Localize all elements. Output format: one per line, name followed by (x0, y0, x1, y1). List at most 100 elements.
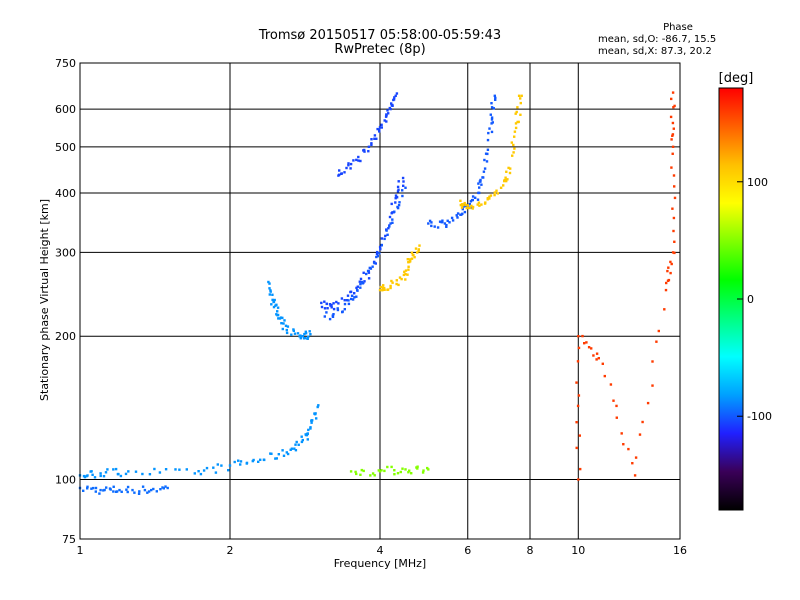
data-point (306, 438, 309, 441)
data-point (485, 160, 489, 163)
data-point (490, 116, 494, 119)
data-point (371, 265, 374, 268)
data-point (462, 205, 465, 208)
data-point (407, 261, 410, 264)
data-point (480, 183, 483, 186)
data-point (114, 467, 118, 471)
data-point (150, 488, 153, 492)
data-point (137, 492, 141, 495)
data-point (178, 468, 181, 471)
data-point (124, 472, 128, 476)
data-point (299, 334, 302, 337)
data-point (669, 115, 673, 119)
data-point (340, 172, 343, 175)
data-point (631, 462, 634, 465)
data-point (239, 463, 242, 466)
data-point (585, 341, 588, 344)
data-point (513, 147, 516, 150)
data-point (276, 310, 279, 313)
data-point (275, 457, 278, 460)
data-point (463, 201, 466, 205)
data-point (252, 458, 255, 462)
data-point (162, 487, 165, 490)
data-point (350, 297, 353, 301)
data-point (395, 282, 398, 286)
data-point (152, 487, 155, 491)
data-point (468, 206, 471, 210)
data-point (99, 474, 102, 478)
data-point (404, 186, 407, 189)
data-point (590, 347, 593, 350)
data-point (486, 148, 490, 151)
data-point (283, 319, 286, 322)
data-point (494, 98, 497, 101)
data-point (370, 142, 373, 145)
data-point (332, 302, 335, 305)
data-point (164, 468, 168, 471)
data-point (379, 285, 383, 289)
data-point (336, 307, 339, 310)
y-axis-label: Stationary phase Virtual Height [km] (38, 199, 51, 401)
x-tick-label: 16 (673, 544, 687, 557)
data-point (495, 189, 498, 192)
data-point (367, 150, 370, 153)
data-point (468, 202, 471, 206)
data-point (293, 447, 296, 450)
x-tick-label: 1 (77, 544, 84, 557)
data-point (360, 280, 364, 284)
data-point (281, 449, 284, 452)
data-point (359, 283, 362, 286)
data-point (385, 114, 388, 117)
data-point (297, 443, 300, 446)
data-point (93, 476, 97, 479)
data-point (382, 284, 385, 287)
data-point (373, 134, 377, 137)
data-point (483, 158, 486, 162)
data-point (663, 308, 666, 311)
data-point (125, 488, 128, 491)
data-point (367, 271, 371, 274)
data-point (91, 473, 94, 476)
data-point (515, 110, 518, 114)
data-point (398, 201, 401, 204)
data-point (205, 466, 209, 470)
data-point (359, 286, 362, 289)
data-point (393, 96, 396, 99)
data-point (673, 240, 676, 243)
data-point (311, 419, 314, 422)
data-point (396, 185, 400, 189)
data-point (519, 97, 522, 100)
data-point (670, 166, 673, 169)
data-point (147, 490, 151, 493)
data-point (396, 205, 399, 209)
data-point (479, 178, 482, 182)
data-point (301, 335, 304, 338)
x-tick-labels: 1 2 4 6 8 10 16 (77, 544, 688, 557)
data-point (490, 106, 494, 109)
data-point (390, 104, 393, 107)
data-point (387, 227, 390, 230)
data-point (455, 214, 458, 217)
data-point (406, 258, 409, 261)
data-point (414, 247, 418, 250)
data-point (285, 331, 289, 335)
data-point (112, 485, 115, 488)
data-point (326, 307, 329, 310)
y-tick-label: 100 (55, 474, 76, 487)
data-point (379, 248, 382, 251)
data-point (306, 432, 309, 435)
data-point (595, 358, 598, 361)
data-point (308, 330, 311, 333)
data-point (506, 178, 509, 181)
data-point (378, 128, 381, 131)
data-point (493, 191, 496, 194)
data-point (82, 489, 85, 492)
data-point (441, 219, 444, 222)
data-point (94, 490, 97, 493)
data-point (347, 302, 351, 306)
data-point (330, 303, 333, 307)
data-point (98, 492, 101, 495)
data-point (102, 489, 105, 492)
data-point (402, 184, 405, 187)
data-point (638, 433, 642, 436)
